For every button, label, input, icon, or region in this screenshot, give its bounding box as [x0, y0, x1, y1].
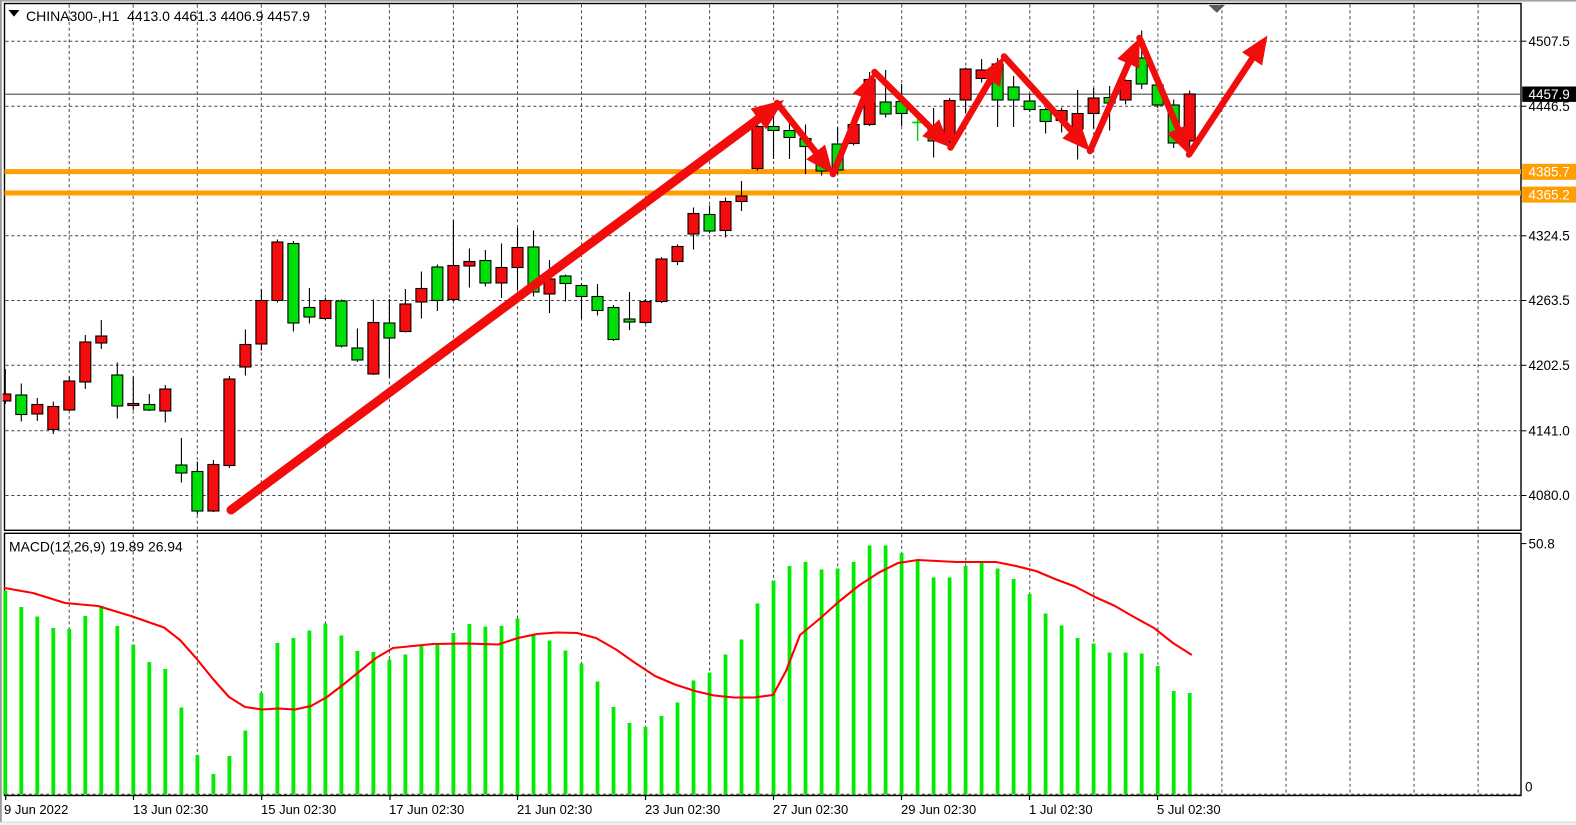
svg-text:4385.7: 4385.7 — [1529, 165, 1570, 180]
svg-text:4507.5: 4507.5 — [1529, 34, 1570, 49]
svg-text:4324.5: 4324.5 — [1529, 229, 1570, 244]
svg-text:4365.2: 4365.2 — [1529, 187, 1570, 202]
svg-text:0: 0 — [1525, 779, 1533, 794]
svg-text:4080.0: 4080.0 — [1529, 488, 1570, 503]
svg-text:15 Jun 02:30: 15 Jun 02:30 — [261, 802, 336, 817]
svg-text:4141.0: 4141.0 — [1529, 424, 1570, 439]
svg-text:13 Jun 02:30: 13 Jun 02:30 — [133, 802, 208, 817]
svg-text:17 Jun 02:30: 17 Jun 02:30 — [389, 802, 464, 817]
svg-text:4263.5: 4263.5 — [1529, 293, 1570, 308]
svg-text:4457.9: 4457.9 — [1529, 87, 1570, 102]
svg-text:1 Jul 02:30: 1 Jul 02:30 — [1029, 802, 1093, 817]
svg-text:MACD(12,26,9) 19.89 26.94: MACD(12,26,9) 19.89 26.94 — [9, 539, 183, 555]
svg-text:29 Jun 02:30: 29 Jun 02:30 — [901, 802, 976, 817]
svg-text:4202.5: 4202.5 — [1529, 358, 1570, 373]
svg-text:27 Jun 02:30: 27 Jun 02:30 — [773, 802, 848, 817]
svg-text:5 Jul 02:30: 5 Jul 02:30 — [1157, 802, 1221, 817]
svg-text:50.8: 50.8 — [1529, 536, 1555, 551]
svg-text:CHINA300-,H1 4413.0 4461.3 44: CHINA300-,H1 4413.0 4461.3 4406.9 4457.9 — [26, 8, 310, 24]
svg-text:23 Jun 02:30: 23 Jun 02:30 — [645, 802, 720, 817]
svg-text:4446.5: 4446.5 — [1529, 99, 1570, 114]
svg-text:9 Jun 2022: 9 Jun 2022 — [4, 802, 68, 817]
svg-text:21 Jun 02:30: 21 Jun 02:30 — [517, 802, 592, 817]
